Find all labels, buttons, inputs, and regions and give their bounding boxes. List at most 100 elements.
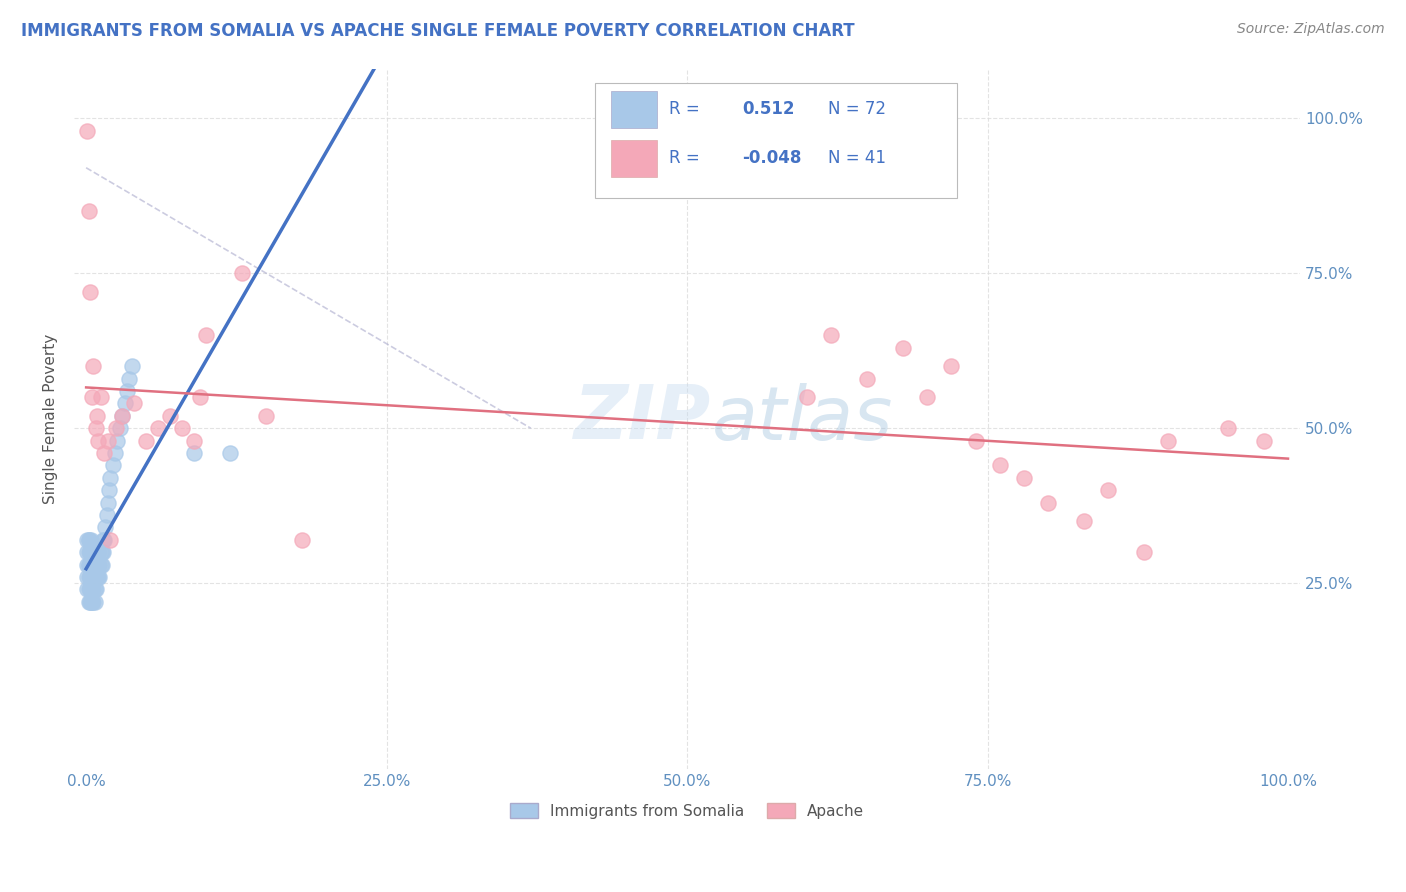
Point [76, 570, 98, 584]
Point [77, 595, 100, 609]
Point [893, 341, 915, 355]
Point [105, 421, 128, 435]
Point [82, 545, 104, 559]
Point [1097, 483, 1119, 498]
Point [1073, 514, 1095, 528]
Point [84, 582, 107, 597]
Point [82, 570, 104, 584]
Point [96, 508, 118, 522]
Point [77, 533, 100, 547]
Point [77, 533, 100, 547]
Point [83, 595, 105, 609]
Point [82, 558, 104, 572]
Point [87, 434, 110, 448]
Point [183, 434, 205, 448]
Point [1253, 434, 1275, 448]
Point [121, 359, 143, 374]
FancyBboxPatch shape [612, 91, 657, 128]
Point [115, 384, 138, 398]
Text: -0.048: -0.048 [742, 149, 801, 168]
Point [90, 558, 112, 572]
Y-axis label: Single Female Poverty: Single Female Poverty [44, 334, 58, 504]
Point [91, 533, 114, 547]
Point [988, 458, 1011, 473]
Text: Source: ZipAtlas.com: Source: ZipAtlas.com [1237, 22, 1385, 37]
Point [1012, 471, 1035, 485]
Point [1132, 545, 1154, 559]
Point [79, 545, 101, 559]
Point [83, 558, 105, 572]
Point [90, 545, 112, 559]
Point [97, 495, 120, 509]
Point [83, 570, 105, 584]
Point [94, 520, 117, 534]
Point [77, 558, 100, 572]
Point [101, 458, 124, 473]
Point [86, 409, 108, 423]
Point [80, 558, 103, 572]
Point [114, 396, 136, 410]
Text: atlas: atlas [711, 383, 893, 455]
Point [84, 421, 107, 435]
Point [231, 266, 253, 280]
Point [98, 533, 121, 547]
Point [183, 446, 205, 460]
Point [98, 471, 121, 485]
Point [90, 558, 112, 572]
Point [965, 434, 987, 448]
Point [97, 434, 120, 448]
Text: N = 41: N = 41 [828, 149, 886, 168]
Point [82, 558, 104, 572]
FancyBboxPatch shape [595, 83, 956, 198]
Point [80, 533, 103, 547]
Point [941, 359, 963, 374]
Point [80, 595, 103, 609]
Point [77, 204, 100, 219]
Point [188, 390, 211, 404]
Point [82, 545, 104, 559]
Point [76, 545, 98, 559]
Point [172, 421, 194, 435]
Point [80, 545, 103, 559]
Point [122, 396, 145, 410]
Point [97, 483, 120, 498]
Text: IMMIGRANTS FROM SOMALIA VS APACHE SINGLE FEMALE POVERTY CORRELATION CHART: IMMIGRANTS FROM SOMALIA VS APACHE SINGLE… [21, 22, 855, 40]
Point [84, 558, 107, 572]
Text: 0.512: 0.512 [742, 101, 794, 119]
Legend: Immigrants from Somalia, Apache: Immigrants from Somalia, Apache [505, 797, 870, 825]
Point [76, 533, 98, 547]
Point [148, 421, 170, 435]
Point [79, 558, 101, 572]
Point [254, 409, 277, 423]
Point [86, 558, 108, 572]
Point [104, 446, 127, 460]
Point [159, 409, 181, 423]
FancyBboxPatch shape [612, 140, 657, 177]
Point [82, 595, 104, 609]
Text: ZIP: ZIP [574, 383, 711, 456]
Point [80, 570, 103, 584]
Point [90, 390, 112, 404]
Point [82, 570, 104, 584]
Point [79, 582, 101, 597]
Point [1216, 421, 1239, 435]
Point [80, 582, 103, 597]
Point [77, 545, 100, 559]
Point [76, 582, 98, 597]
Text: R =: R = [669, 149, 699, 168]
Point [135, 434, 157, 448]
Point [83, 582, 105, 597]
Point [76, 558, 98, 572]
Point [79, 595, 101, 609]
Point [79, 570, 101, 584]
Point [111, 409, 134, 423]
Text: N = 72: N = 72 [828, 101, 886, 119]
Point [82, 582, 104, 597]
Point [93, 446, 115, 460]
Point [76, 123, 98, 137]
Point [77, 570, 100, 584]
Point [82, 359, 104, 374]
Point [917, 390, 939, 404]
Point [82, 390, 104, 404]
Point [856, 371, 879, 385]
